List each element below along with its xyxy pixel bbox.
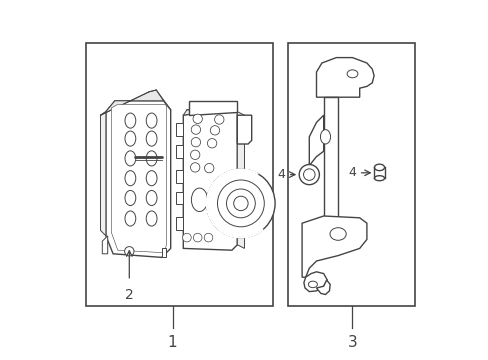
Polygon shape xyxy=(176,123,183,136)
Circle shape xyxy=(191,125,200,134)
Polygon shape xyxy=(101,90,163,115)
Polygon shape xyxy=(188,101,237,115)
Ellipse shape xyxy=(125,171,136,186)
Polygon shape xyxy=(183,108,237,115)
Polygon shape xyxy=(183,108,237,250)
Circle shape xyxy=(190,150,200,159)
Polygon shape xyxy=(303,272,326,292)
Circle shape xyxy=(190,163,200,172)
Ellipse shape xyxy=(346,70,357,78)
Circle shape xyxy=(210,126,219,135)
Circle shape xyxy=(182,233,191,242)
Polygon shape xyxy=(176,170,183,183)
Circle shape xyxy=(299,165,319,185)
Text: 3: 3 xyxy=(347,335,357,350)
Circle shape xyxy=(206,169,275,238)
Ellipse shape xyxy=(374,176,384,181)
Polygon shape xyxy=(162,248,166,257)
Ellipse shape xyxy=(146,131,157,146)
Ellipse shape xyxy=(125,190,136,206)
Ellipse shape xyxy=(146,211,157,226)
Polygon shape xyxy=(102,236,107,254)
Circle shape xyxy=(214,115,224,124)
Ellipse shape xyxy=(320,130,330,144)
Ellipse shape xyxy=(146,151,157,166)
Polygon shape xyxy=(176,192,183,204)
Circle shape xyxy=(191,138,200,147)
Polygon shape xyxy=(323,97,337,223)
Ellipse shape xyxy=(146,113,157,128)
Polygon shape xyxy=(237,112,244,248)
Ellipse shape xyxy=(125,113,136,128)
Ellipse shape xyxy=(125,211,136,226)
Circle shape xyxy=(226,189,255,218)
Ellipse shape xyxy=(374,164,384,171)
Ellipse shape xyxy=(125,151,136,166)
Text: 1: 1 xyxy=(167,335,177,350)
Polygon shape xyxy=(316,58,373,97)
Polygon shape xyxy=(176,217,183,230)
Circle shape xyxy=(204,163,213,173)
Ellipse shape xyxy=(191,188,207,211)
Ellipse shape xyxy=(146,190,157,206)
Text: 4: 4 xyxy=(347,166,355,179)
Polygon shape xyxy=(302,216,366,277)
Ellipse shape xyxy=(329,228,346,240)
Ellipse shape xyxy=(308,281,317,288)
Bar xyxy=(287,43,415,306)
Text: 4: 4 xyxy=(276,168,284,181)
Bar xyxy=(86,43,273,306)
Polygon shape xyxy=(111,104,166,253)
Circle shape xyxy=(217,180,264,227)
Polygon shape xyxy=(309,115,323,166)
Polygon shape xyxy=(106,101,170,257)
Polygon shape xyxy=(176,145,183,158)
Wedge shape xyxy=(206,169,263,238)
Circle shape xyxy=(193,114,202,123)
Circle shape xyxy=(303,169,314,180)
Polygon shape xyxy=(101,112,106,236)
Ellipse shape xyxy=(146,171,157,186)
Polygon shape xyxy=(237,115,251,144)
Circle shape xyxy=(204,233,212,242)
Circle shape xyxy=(193,233,202,242)
Polygon shape xyxy=(316,280,329,294)
Circle shape xyxy=(233,196,247,211)
Text: 2: 2 xyxy=(124,288,133,302)
Ellipse shape xyxy=(125,131,136,146)
Circle shape xyxy=(207,139,216,148)
Circle shape xyxy=(124,247,134,256)
